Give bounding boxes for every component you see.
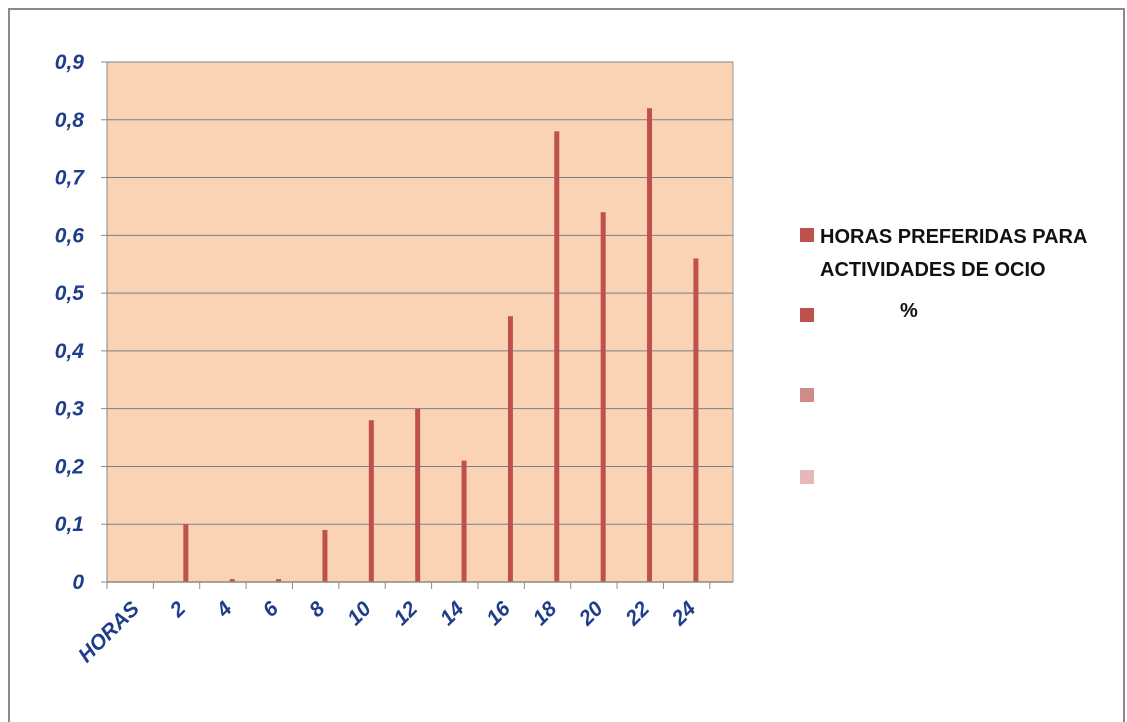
x-tick-label: 20 bbox=[574, 597, 608, 631]
y-axis-tick-labels: 0 0,1 0,2 0,3 0,4 0,5 0,6 0,7 0,8 0,9 bbox=[55, 51, 86, 594]
bar bbox=[183, 524, 189, 582]
y-tick-label: 0,1 bbox=[55, 513, 84, 536]
legend-swatch bbox=[800, 228, 814, 242]
bar bbox=[554, 131, 560, 583]
bar bbox=[461, 460, 467, 582]
y-tick-label: 0 bbox=[72, 571, 84, 594]
legend-swatch bbox=[800, 308, 814, 322]
legend-swatch bbox=[800, 470, 814, 484]
bar bbox=[647, 108, 653, 582]
bar bbox=[368, 420, 374, 582]
x-tick-label: 6 bbox=[259, 597, 284, 622]
bar bbox=[600, 212, 606, 582]
y-tick-label: 0,5 bbox=[55, 282, 85, 305]
bar bbox=[693, 258, 699, 582]
x-tick-label: HORAS bbox=[74, 597, 144, 667]
x-tick-label: 8 bbox=[305, 597, 330, 622]
y-tick-label: 0,7 bbox=[55, 167, 86, 190]
x-tick-label: 18 bbox=[528, 597, 561, 630]
x-tick-label: 16 bbox=[482, 597, 515, 630]
y-tick-label: 0,3 bbox=[55, 398, 85, 421]
x-tick-label: 24 bbox=[667, 597, 701, 631]
axes bbox=[106, 62, 733, 589]
bar bbox=[507, 316, 513, 582]
x-tick-label: 14 bbox=[436, 597, 469, 630]
x-tick-label: 4 bbox=[211, 597, 236, 622]
legend-swatch bbox=[800, 388, 814, 402]
legend: HORAS PREFERIDAS PARA ACTIVIDADES DE OCIO… bbox=[800, 226, 1087, 484]
y-tick-label: 0,6 bbox=[55, 224, 85, 247]
bars bbox=[183, 108, 699, 583]
y-tick-label: 0,2 bbox=[55, 455, 85, 478]
legend-label: HORAS PREFERIDAS PARA ACTIVIDADES DE OCIO bbox=[820, 226, 1087, 281]
x-tick-label: 10 bbox=[343, 597, 376, 630]
x-tick-label: 2 bbox=[165, 597, 190, 622]
bar bbox=[322, 530, 328, 582]
x-tick-label: 12 bbox=[389, 597, 422, 630]
y-tick-label: 0,4 bbox=[55, 340, 85, 363]
bar bbox=[415, 408, 421, 582]
x-tick-label: 22 bbox=[621, 597, 655, 631]
y-tick-label: 0,9 bbox=[55, 51, 85, 74]
legend-label: % bbox=[900, 300, 918, 322]
x-axis-tick-labels: HORAS 2 4 6 8 10 12 14 16 18 20 22 24 bbox=[74, 597, 701, 667]
bar bbox=[276, 579, 282, 582]
bar bbox=[229, 579, 235, 582]
y-tick-label: 0,8 bbox=[55, 109, 85, 132]
